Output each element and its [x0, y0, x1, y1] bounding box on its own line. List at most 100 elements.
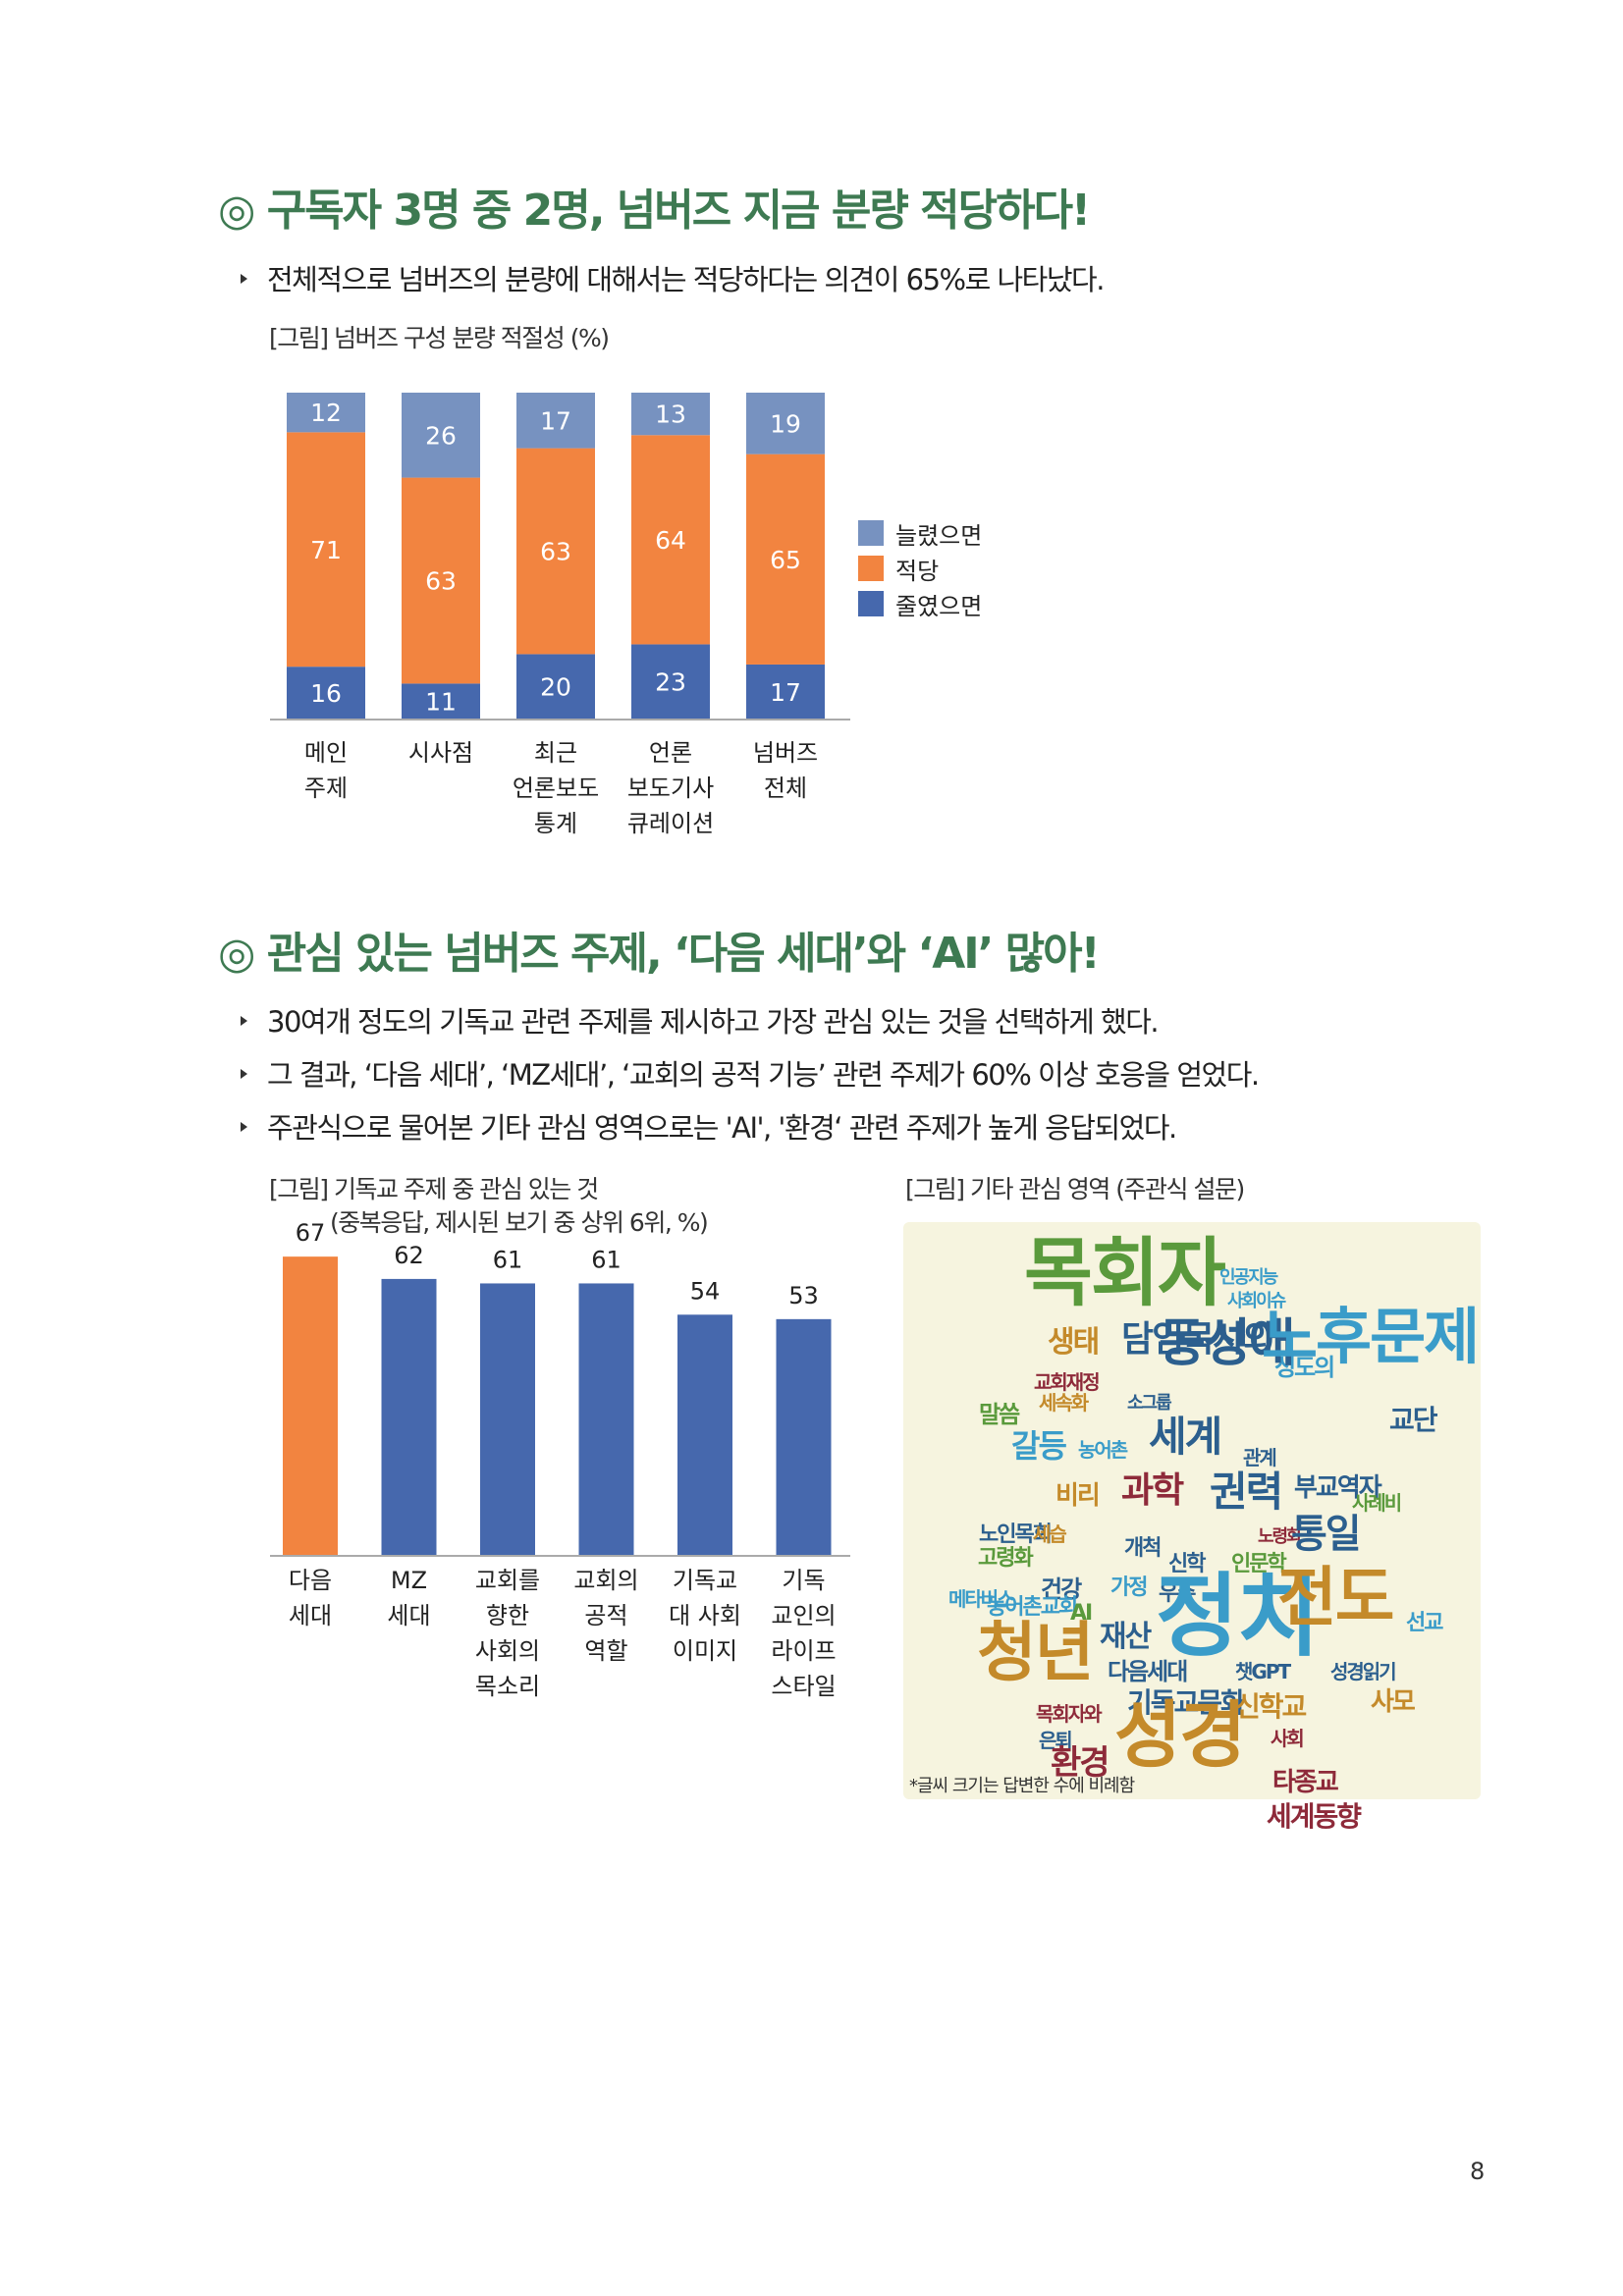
category-label: MZ — [391, 1567, 427, 1594]
legend-label-increase: 늘렸으면 — [895, 521, 983, 550]
category-label: 교인의 — [771, 1602, 836, 1629]
wordcloud-word: 교단 — [1389, 1404, 1438, 1436]
category-label: 공적 — [584, 1602, 627, 1629]
bar-segment — [746, 454, 825, 665]
wordcloud-word: 챗GPT — [1235, 1660, 1291, 1683]
wordcloud-word: 노후문제 — [1262, 1301, 1480, 1372]
bullet-marker-icon — [241, 1016, 247, 1026]
wordcloud-word: 고령화 — [978, 1546, 1034, 1571]
wordcloud-word: 개척 — [1124, 1536, 1163, 1561]
wordcloud-word: 환경 — [1051, 1743, 1110, 1783]
data-label: 20 — [540, 673, 571, 702]
category-label: 다음 — [289, 1567, 332, 1594]
figure2-subcaption: (중복응답, 제시된 보기 중 상위 6위, %) — [330, 1208, 709, 1237]
wordcloud-word: 성경 — [1114, 1693, 1246, 1778]
category-label: 언론 — [649, 739, 692, 767]
legend-swatch-increase — [858, 520, 884, 546]
wordcloud-word: 교회재정 — [1034, 1370, 1101, 1394]
bar-segment — [516, 393, 595, 449]
wordcloud-word: 노령화 — [1258, 1526, 1303, 1547]
figure3-caption: [그림] 기타 관심 영역 (주관식 설문) — [905, 1175, 1245, 1203]
data-label: 62 — [394, 1242, 424, 1269]
wordcloud-word: 세속화 — [1039, 1391, 1089, 1415]
category-label: 대 사회 — [669, 1602, 741, 1629]
wordcloud-word: 부교역자 — [1294, 1473, 1382, 1503]
bar-segment — [402, 393, 480, 478]
data-label: 71 — [310, 536, 342, 564]
wordcloud-word: 우주 — [1159, 1581, 1197, 1606]
wordcloud-word: 사모 — [1371, 1687, 1416, 1717]
category-label: 향한 — [486, 1602, 529, 1629]
bar-segment — [631, 435, 710, 645]
category-label: 언론보도 — [513, 774, 599, 802]
section1-bullet: 전체적으로 넘버즈의 분량에 대해서는 적당하다는 의견이 65%로 나타났다. — [241, 257, 1105, 298]
section2-bullet-text: 그 결과, ‘다음 세대’, ‘MZ세대’, ‘교회의 공적 기능’ 관련 주제… — [267, 1058, 1260, 1092]
category-label: 통계 — [534, 810, 577, 837]
data-label: 12 — [310, 399, 342, 427]
category-label: 세대 — [387, 1602, 430, 1629]
section2-bullet-1: 30여개 정도의 기독교 관련 주제를 제시하고 가장 관심 있는 것을 선택하… — [241, 999, 1160, 1041]
category-label: 최근 — [534, 739, 577, 767]
wordcloud-word: 재산 — [1100, 1620, 1152, 1654]
category-label: 교회를 — [475, 1567, 540, 1594]
bar-segment — [287, 432, 365, 667]
data-label: 63 — [540, 538, 571, 566]
wordcloud-word: 기독교문화 — [1127, 1686, 1246, 1719]
data-label: 17 — [540, 406, 571, 435]
wordcloud-word: 사회이슈 — [1227, 1291, 1286, 1311]
section1-title: ◎ 구독자 3명 중 2명, 넘버즈 지금 분량 적당하다! — [218, 186, 1091, 236]
bar-segment — [516, 654, 595, 720]
wordcloud-word: 목회자와 — [1036, 1702, 1103, 1726]
wordcloud-word: 다음세대 — [1108, 1658, 1188, 1685]
wordcloud-word: 정치 — [1156, 1564, 1320, 1669]
data-label: 23 — [655, 668, 686, 697]
section2-title: ◎ 관심 있는 넘버즈 주제, ‘다음 세대’와 ‘AI’ 많아! — [218, 929, 1101, 979]
wordcloud-word: 담임목사와 — [1121, 1319, 1276, 1360]
bullet-marker-icon — [241, 274, 247, 284]
wordcloud-word: 갈등 — [1011, 1427, 1067, 1465]
bar-segment — [402, 477, 480, 684]
wordcloud-word: 선교 — [1406, 1611, 1444, 1635]
bar — [677, 1314, 732, 1556]
wordcloud-word: 은퇴 — [1039, 1729, 1073, 1752]
category-label: 주제 — [304, 774, 348, 802]
page-number: 8 — [1470, 2158, 1486, 2185]
data-label: 26 — [425, 421, 457, 450]
wordcloud-word: AI — [1070, 1601, 1093, 1626]
section2-bullet-3: 주관식으로 물어본 기타 관심 영역으로는 'AI', '환경‘ 관련 주제가 … — [241, 1105, 1177, 1147]
wordcloud-word: 인공지능 — [1219, 1267, 1278, 1288]
category-label: 세대 — [289, 1602, 332, 1629]
wordcloud-word: 사회 — [1271, 1727, 1305, 1750]
data-label: 64 — [655, 526, 686, 555]
data-label: 67 — [296, 1219, 326, 1247]
bar — [283, 1256, 338, 1556]
section2-bullet-2: 그 결과, ‘다음 세대’, ‘MZ세대’, ‘교회의 공적 기능’ 관련 주제… — [241, 1052, 1260, 1094]
wordcloud-word: 메타버스 — [948, 1587, 1015, 1611]
section2-bullet-text: 30여개 정도의 기독교 관련 주제를 제시하고 가장 관심 있는 것을 선택하… — [267, 1005, 1160, 1039]
data-label: 53 — [788, 1282, 819, 1309]
wordcloud-word: 말씀 — [979, 1401, 1020, 1428]
wordcloud-word: 관계 — [1243, 1446, 1277, 1469]
bar-segment — [631, 644, 710, 720]
data-label: 63 — [425, 566, 457, 595]
wordcloud-word: 신학교 — [1235, 1690, 1307, 1723]
wordcloud-word: 청년 — [977, 1615, 1094, 1690]
legend-item-adequate: 적당 — [858, 551, 982, 586]
wordcloud-word: 세계동향 — [1267, 1800, 1362, 1833]
category-label: 시사점 — [408, 739, 473, 767]
wordcloud-word: 세습 — [1033, 1522, 1067, 1546]
category-label: 교회의 — [573, 1567, 638, 1594]
bullet-marker-icon — [241, 1069, 247, 1079]
wordcloud-word: 인문학 — [1231, 1552, 1287, 1576]
bar — [480, 1283, 535, 1556]
wordcloud-word: 과학 — [1121, 1470, 1184, 1511]
legend-label-adequate: 적당 — [895, 557, 940, 585]
bar-segment — [746, 664, 825, 720]
section1-bullet-text: 전체적으로 넘버즈의 분량에 대해서는 적당하다는 의견이 65%로 나타났다. — [267, 263, 1105, 296]
category-label: 목소리 — [475, 1673, 540, 1700]
bar-segment — [287, 393, 365, 433]
section2-bullet-text: 주관식으로 물어본 기타 관심 영역으로는 'AI', '환경‘ 관련 주제가 … — [267, 1111, 1177, 1145]
wordcloud-word: 사례비 — [1352, 1491, 1402, 1515]
